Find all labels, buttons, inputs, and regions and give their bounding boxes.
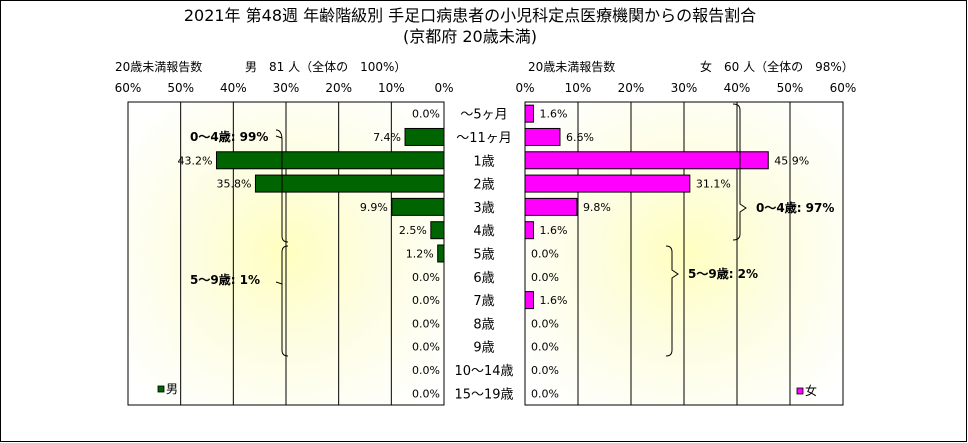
female-bar	[524, 174, 691, 193]
male-value-label: 7.4%	[373, 131, 401, 144]
female-brace-5-9	[665, 245, 679, 357]
male-value-label: 0.0%	[412, 387, 440, 400]
female-bar	[524, 197, 578, 216]
male-value-label: 0.0%	[412, 108, 440, 121]
axis-ticks: 60% 0% 50% 10% 40% 20% 30% 30% 20% 40% 10% 50% 0% 60%	[115, 81, 857, 95]
male-bar	[404, 127, 445, 146]
female-legend-swatch	[796, 387, 804, 395]
male-axis-tick: 50%	[167, 81, 194, 95]
category-label: ～11ヶ月	[456, 131, 512, 146]
female-bar	[524, 221, 534, 240]
male-axis-tick: 20%	[325, 81, 352, 95]
male-bar	[391, 197, 445, 216]
female-value-label: 0.0%	[531, 387, 559, 400]
female-value-label: 9.8%	[583, 201, 611, 214]
female-value-label: 6.6%	[566, 131, 594, 144]
male-header-label: 20歳未満報告数	[115, 59, 202, 74]
female-header-count: 女 60 人（全体の 98%）	[700, 59, 854, 74]
male-value-label: 0.0%	[412, 341, 440, 354]
category-label: 8歳	[473, 317, 494, 332]
female-group-note-5-9: 5～9歳: 2%	[688, 266, 758, 281]
male-bar	[430, 221, 445, 240]
female-brace-0-4	[732, 103, 747, 241]
male-value-label: 1.2%	[406, 248, 434, 261]
male-value-label: 0.0%	[412, 294, 440, 307]
female-axis-tick: 20%	[618, 81, 645, 95]
female-axis-tick: 0%	[515, 81, 534, 95]
male-value-label: 35.8%	[217, 178, 252, 191]
female-value-label: 0.0%	[531, 364, 559, 377]
category-label: 7歳	[473, 294, 494, 309]
female-axis-tick: 40%	[724, 81, 751, 95]
female-bar	[524, 291, 534, 310]
male-legend-swatch	[157, 385, 165, 393]
male-bar	[254, 174, 445, 193]
female-value-label: 0.0%	[531, 341, 559, 354]
female-axis-tick: 60%	[830, 81, 857, 95]
category-label: 1歳	[473, 154, 494, 169]
female-bar	[524, 104, 534, 123]
male-bar	[215, 151, 445, 170]
male-value-label: 2.5%	[399, 224, 427, 237]
value-labels: 0.0% 1.6% 7.4% 6.6% 43.2% 45.9% 35.8% 31.1% 9.9%…	[178, 108, 810, 401]
male-value-label: 9.9%	[360, 201, 388, 214]
female-bar	[524, 127, 561, 146]
male-group-note-5-9: 5～9歳: 1%	[190, 272, 260, 287]
female-value-label: 31.1%	[696, 178, 731, 191]
category-labels: ～5ヶ月 ～11ヶ月 1歳 2歳 3歳 4歳 5歳 6歳 7歳 8歳 9歳 10～14歳 15～19歳	[454, 108, 513, 403]
male-value-label: 43.2%	[178, 154, 213, 167]
male-value-label: 0.0%	[412, 364, 440, 377]
category-label: ～5ヶ月	[460, 108, 507, 123]
chart-title: 2021年 第48週 年齢階級別 手足口病患者の小児科定点医療機関からの報告割合	[184, 6, 756, 25]
female-value-label: 0.0%	[531, 271, 559, 284]
female-value-label: 45.9%	[774, 154, 809, 167]
category-label: 10～14歳	[454, 364, 513, 379]
male-group-note-0-4: 0～4歳: 99%	[190, 129, 268, 144]
female-value-label: 1.6%	[539, 224, 567, 237]
category-label: 5歳	[473, 248, 494, 263]
male-axis-tick: 10%	[378, 81, 405, 95]
male-bar	[437, 244, 445, 263]
male-brace-tip-0-4	[275, 135, 283, 139]
female-axis-tick: 30%	[671, 81, 698, 95]
female-value-label: 1.6%	[539, 294, 567, 307]
bars	[215, 104, 769, 310]
female-value-label: 1.6%	[539, 108, 567, 121]
female-axis-tick: 10%	[565, 81, 592, 95]
female-value-label: 0.0%	[531, 317, 559, 330]
male-axis-tick: 0%	[434, 81, 453, 95]
female-group-note-0-4: 0～4歳: 97%	[756, 200, 834, 215]
male-value-label: 0.0%	[412, 271, 440, 284]
category-label: 9歳	[473, 341, 494, 356]
category-label: 3歳	[473, 201, 494, 216]
female-header-label: 20歳未満報告数	[528, 59, 615, 74]
category-label: 2歳	[473, 178, 494, 193]
female-bar	[524, 151, 769, 170]
female-legend-label: 女	[805, 383, 817, 398]
male-header-count: 男 81 人（全体の 100%）	[245, 59, 406, 74]
male-legend-label: 男	[166, 382, 178, 396]
male-brace-5-9	[281, 245, 289, 357]
male-axis-tick: 60%	[115, 81, 142, 95]
category-label: 4歳	[473, 224, 494, 239]
male-axis-tick: 30%	[273, 81, 300, 95]
male-brace-tip-5-9	[275, 281, 283, 285]
category-label: 6歳	[473, 271, 494, 286]
female-axis-tick: 50%	[777, 81, 804, 95]
male-brace-0-4	[275, 129, 289, 243]
male-axis-tick: 40%	[220, 81, 247, 95]
female-value-label: 0.0%	[531, 248, 559, 261]
chart-subtitle: (京都府 20歳未満)	[403, 27, 537, 46]
category-label: 15～19歳	[454, 387, 513, 402]
male-value-label: 0.0%	[412, 317, 440, 330]
